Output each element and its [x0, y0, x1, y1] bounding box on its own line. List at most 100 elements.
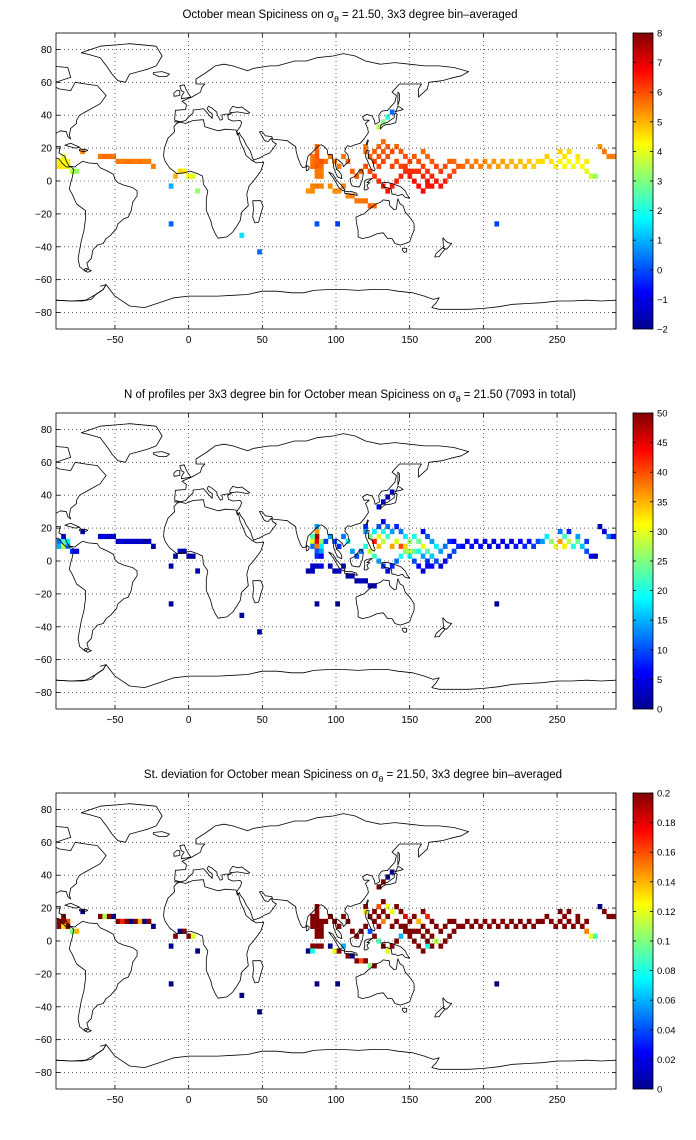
coastline	[64, 902, 80, 909]
x-tick-label: 0	[186, 335, 192, 346]
data-cell	[376, 524, 382, 530]
x-tick-label: 50	[257, 1095, 269, 1106]
data-cell	[403, 913, 408, 920]
data-cell	[195, 188, 200, 194]
coastline	[365, 899, 369, 906]
data-cell	[548, 158, 554, 165]
data-cell	[65, 543, 71, 549]
data-cell	[120, 158, 125, 165]
data-cell	[469, 923, 475, 929]
data-cell	[584, 158, 590, 165]
data-cell	[319, 158, 324, 165]
data-cell	[575, 538, 581, 545]
data-cell	[345, 193, 351, 199]
data-cell	[548, 538, 554, 545]
data-cell	[314, 908, 320, 915]
data-cell	[363, 528, 368, 535]
data-cell	[416, 943, 422, 949]
data-cell	[332, 918, 338, 925]
data-cell	[380, 119, 386, 125]
data-cell	[425, 183, 430, 189]
colorbar-tick-label: −2	[657, 325, 668, 336]
x-tick-label: 0	[186, 715, 192, 726]
data-cell	[513, 163, 519, 169]
data-cell	[407, 928, 413, 934]
x-tick-label: −50	[106, 715, 123, 726]
data-cell	[314, 933, 320, 939]
data-cell	[442, 558, 448, 564]
data-cell	[173, 173, 178, 179]
data-cell	[447, 553, 452, 559]
x-tick-label: 200	[475, 1095, 492, 1106]
panel-title: October mean Spiciness on σθ = 21.50, 3x…	[182, 9, 517, 24]
data-cell	[526, 538, 532, 545]
data-cell	[434, 923, 439, 929]
x-tick-label: 150	[401, 1095, 418, 1106]
colorbar-tick-label: 3	[657, 177, 662, 188]
data-cell	[345, 953, 351, 959]
coastline	[163, 119, 265, 239]
x-tick-label: 100	[328, 1095, 345, 1106]
data-cell	[411, 938, 417, 944]
data-cell	[124, 538, 130, 545]
coastline	[64, 142, 80, 149]
coastline	[163, 499, 265, 619]
data-cell	[385, 568, 391, 574]
data-cell	[602, 148, 607, 155]
data-cell	[151, 163, 156, 169]
data-cell	[354, 173, 360, 179]
coastline	[394, 865, 404, 873]
data-cell	[257, 249, 262, 255]
data-cell	[98, 913, 103, 920]
panel-mean-spiciness: October mean Spiciness on σθ = 21.50, 3x…	[35, 9, 668, 346]
data-cell	[494, 981, 500, 987]
y-tick-label: 60	[41, 78, 53, 89]
data-cell	[345, 158, 351, 165]
data-cell	[305, 948, 311, 954]
data-cell	[602, 528, 607, 535]
data-cell	[584, 918, 590, 925]
data-cell	[403, 533, 408, 540]
data-cell	[314, 543, 320, 549]
data-cell	[332, 568, 338, 574]
data-cell	[540, 918, 545, 925]
data-cell	[372, 908, 377, 915]
coastline	[401, 627, 408, 633]
data-cell	[434, 543, 439, 549]
data-cell	[429, 918, 435, 925]
data-cell	[557, 538, 563, 545]
data-cell	[478, 543, 483, 549]
data-cell	[429, 553, 435, 559]
data-cell	[186, 553, 192, 559]
coastline	[349, 169, 364, 188]
y-tick-label: −20	[35, 589, 52, 600]
data-cell	[579, 923, 585, 929]
y-tick-label: 60	[41, 838, 53, 849]
data-cell	[341, 183, 346, 189]
data-cell	[372, 583, 377, 589]
coastline	[56, 664, 107, 682]
colorbar-tick-label: 0.04	[657, 1025, 676, 1036]
data-cell	[584, 168, 590, 174]
data-cell	[372, 173, 377, 179]
colorbar-tick-label: 6	[657, 88, 662, 99]
data-cell	[518, 158, 523, 165]
data-cell	[106, 533, 112, 540]
data-cell	[146, 538, 152, 545]
data-cell	[394, 144, 399, 150]
data-cell	[372, 528, 377, 535]
data-cell	[394, 524, 399, 530]
data-cell	[588, 173, 594, 179]
data-cell	[367, 928, 373, 934]
coastline	[365, 910, 376, 932]
data-cell	[473, 538, 479, 545]
data-cell	[314, 148, 320, 155]
data-cell	[420, 923, 426, 929]
y-tick-label: 80	[41, 45, 53, 56]
y-tick-labels: −80 −60 −40 −20 0 20 40 60 80	[35, 425, 616, 699]
colorbar-tick-label: 5	[657, 675, 662, 686]
coastline	[434, 1007, 446, 1018]
coastline	[173, 90, 181, 97]
data-cell	[310, 538, 315, 545]
data-cell	[389, 908, 395, 915]
